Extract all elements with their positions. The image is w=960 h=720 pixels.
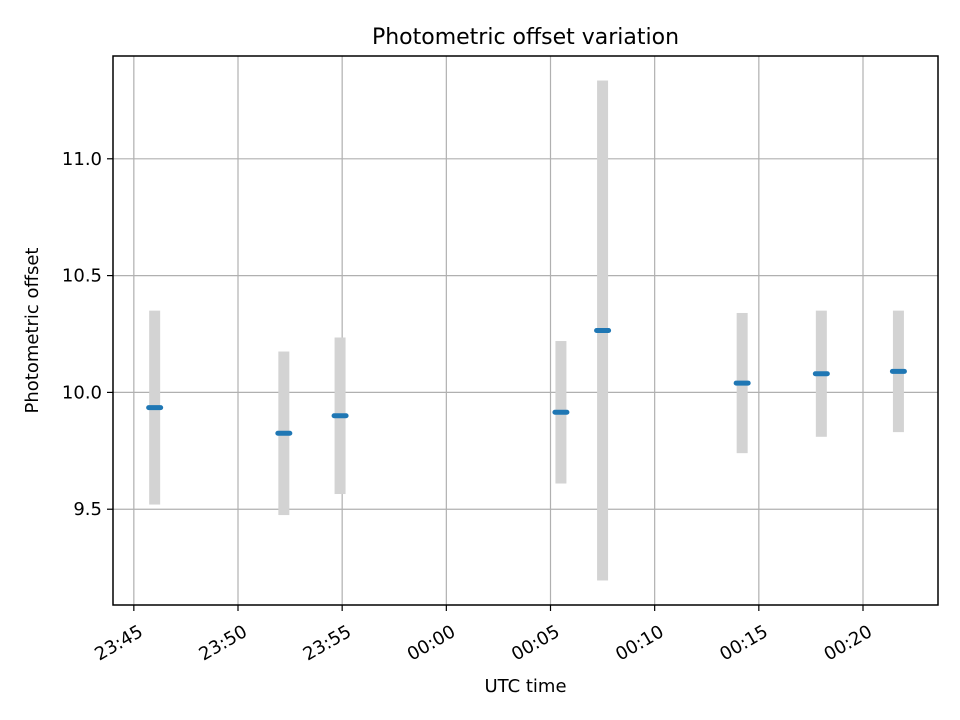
y-tick-label: 10.5 [62, 266, 102, 287]
y-tick-label: 10.0 [62, 382, 102, 403]
error-bars [149, 80, 904, 581]
y-axis-title: Photometric offset [22, 248, 43, 414]
y-axis: 9.5 10.0 10.5 11.0 [62, 149, 113, 520]
x-tick-label: 23:45 [91, 621, 146, 665]
chart-title: Photometric offset variation [372, 25, 679, 50]
y-tick-label: 9.5 [73, 499, 102, 520]
y-tick-label: 11.0 [62, 149, 102, 170]
x-axis-title: UTC time [484, 676, 566, 697]
x-tick-label: 00:05 [508, 621, 563, 665]
grid [113, 56, 938, 605]
plot-frame [112, 55, 939, 606]
x-axis: 23:45 23:50 23:55 00:00 00:05 00:10 00:15 00:20 [91, 605, 876, 665]
x-tick-label: 23:55 [300, 621, 355, 665]
x-tick-label: 00:15 [716, 621, 771, 665]
data-points [146, 328, 907, 436]
x-tick-label: 00:00 [404, 621, 459, 665]
x-tick-label: 00:20 [820, 621, 875, 665]
x-tick-label: 00:10 [612, 621, 667, 665]
x-tick-label: 23:50 [195, 621, 250, 665]
